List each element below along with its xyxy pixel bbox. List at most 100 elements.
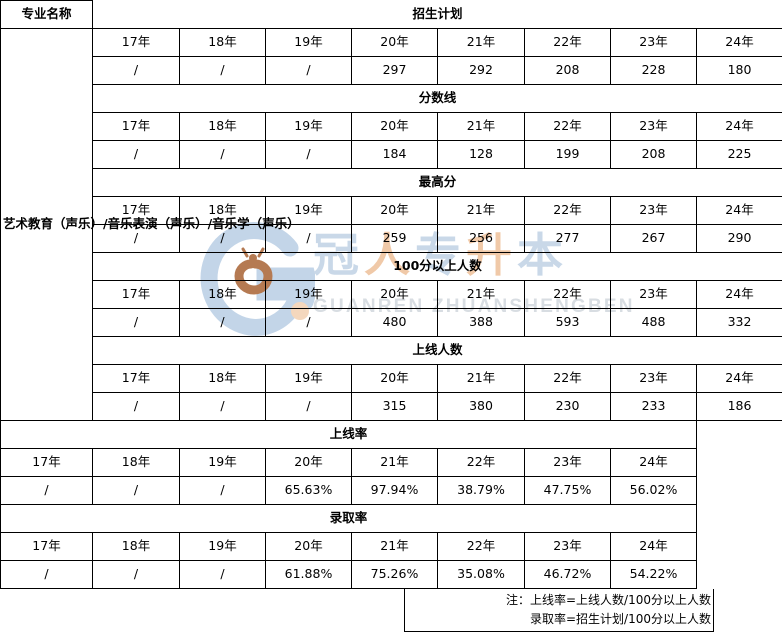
stats-table-container: 专业名称 招生计划 艺术教育（声乐）/音乐表演（声乐）/音乐学（声乐） 17年 … — [0, 0, 782, 589]
data-cell: 259 — [351, 224, 438, 253]
section-title-5: 上线率 — [0, 420, 697, 449]
year-label: 19年 — [265, 28, 352, 57]
data-cell: 225 — [695, 140, 782, 169]
year-label: 21年 — [437, 364, 525, 393]
year-label: 21年 — [437, 280, 525, 309]
table-row: 最高分 — [1, 168, 782, 197]
year-label: 17年 — [92, 112, 180, 141]
year-label: 22年 — [524, 28, 611, 57]
table-row: 上线率 — [0, 420, 782, 449]
data-cell: 277 — [524, 224, 611, 253]
table-row: / / / 315 380 230 233 186 — [1, 392, 782, 421]
data-cell: 297 — [351, 56, 438, 85]
table-row: 分数线 — [1, 84, 782, 113]
data-cell: 186 — [695, 392, 782, 421]
data-cell: 332 — [695, 308, 782, 337]
footnote-line-2: 录取率=招生计划/100分以上人数 — [529, 612, 711, 626]
table-row: 100分以上人数 — [1, 252, 782, 281]
year-label: 21年 — [437, 112, 525, 141]
data-cell: 75.26% — [351, 560, 438, 589]
data-cell: 230 — [524, 392, 611, 421]
table-row: / / / 65.63% 97.94% 38.79% 47.75% 56.02% — [0, 476, 782, 505]
year-label: 20年 — [351, 196, 438, 225]
year-label: 18年 — [179, 28, 266, 57]
data-cell: 228 — [610, 56, 697, 85]
data-cell: 480 — [351, 308, 438, 337]
data-cell: / — [179, 476, 266, 505]
year-label: 18年 — [179, 364, 266, 393]
data-cell: 184 — [351, 140, 438, 169]
data-cell: 128 — [437, 140, 525, 169]
year-label: 20年 — [351, 364, 438, 393]
footnote-line-1: 注：上线率=上线人数/100分以上人数 — [505, 593, 711, 607]
table-row: / / / 297 292 208 228 180 — [1, 56, 782, 85]
data-cell: / — [92, 392, 180, 421]
year-label: 17年 — [92, 28, 180, 57]
major-name-cell: 艺术教育（声乐）/音乐表演（声乐）/音乐学（声乐） — [0, 28, 300, 421]
year-label: 21年 — [437, 196, 525, 225]
year-label: 23年 — [610, 280, 697, 309]
year-label: 24年 — [695, 364, 782, 393]
table-row: 17年 18年 19年 20年 21年 22年 23年 24年 — [1, 112, 782, 141]
data-cell: / — [0, 560, 93, 589]
data-cell: / — [0, 476, 93, 505]
section-title-1: 分数线 — [91, 84, 782, 113]
table-row: 专业名称 招生计划 — [0, 0, 782, 29]
data-cell: / — [265, 56, 352, 85]
table-row: 17年 18年 19年 20年 21年 22年 23年 24年 — [0, 532, 782, 561]
year-label: 21年 — [351, 448, 438, 477]
data-cell: 56.02% — [610, 476, 697, 505]
data-cell: / — [265, 308, 352, 337]
section-title-0: 招生计划 — [91, 0, 782, 29]
year-label: 24年 — [695, 280, 782, 309]
data-cell: / — [179, 560, 266, 589]
year-label: 24年 — [610, 448, 697, 477]
data-cell: 267 — [610, 224, 697, 253]
year-label: 19年 — [265, 112, 352, 141]
year-label: 18年 — [92, 448, 180, 477]
year-label: 20年 — [351, 28, 438, 57]
data-cell: / — [92, 140, 180, 169]
year-label: 23年 — [610, 28, 697, 57]
table-row: 17年 18年 19年 20年 21年 22年 23年 24年 — [1, 196, 782, 225]
data-cell: / — [265, 392, 352, 421]
data-cell: 54.22% — [610, 560, 697, 589]
year-label: 24年 — [695, 196, 782, 225]
year-label: 19年 — [265, 364, 352, 393]
year-label: 23年 — [610, 196, 697, 225]
table-row: / / / 184 128 199 208 225 — [1, 140, 782, 169]
data-cell: 233 — [610, 392, 697, 421]
year-label: 17年 — [92, 364, 180, 393]
year-label: 20年 — [265, 448, 352, 477]
data-cell: / — [179, 56, 266, 85]
data-cell: / — [92, 308, 180, 337]
data-cell: 38.79% — [437, 476, 525, 505]
column-header-major-name: 专业名称 — [0, 0, 93, 29]
data-cell: 199 — [524, 140, 611, 169]
year-label: 24年 — [695, 28, 782, 57]
year-label: 23年 — [610, 112, 697, 141]
data-cell: / — [179, 392, 266, 421]
data-cell: 35.08% — [437, 560, 525, 589]
table-row: / / / 61.88% 75.26% 35.08% 46.72% 54.22% — [0, 560, 782, 589]
table-row: 艺术教育（声乐）/音乐表演（声乐）/音乐学（声乐） 17年 18年 19年 20… — [0, 28, 782, 421]
year-label: 23年 — [610, 364, 697, 393]
year-label: 18年 — [92, 532, 180, 561]
data-cell: / — [265, 140, 352, 169]
year-label: 22年 — [524, 196, 611, 225]
data-cell: 65.63% — [265, 476, 352, 505]
data-cell: 61.88% — [265, 560, 352, 589]
data-cell: / — [92, 560, 180, 589]
year-label: 19年 — [265, 280, 352, 309]
year-label: 22年 — [524, 280, 611, 309]
year-label: 21年 — [351, 532, 438, 561]
data-cell: 488 — [610, 308, 697, 337]
year-label: 22年 — [437, 448, 525, 477]
section-title-4: 上线人数 — [91, 336, 782, 365]
year-label: 23年 — [524, 532, 611, 561]
table-row: 上线人数 — [1, 336, 782, 365]
data-cell: 97.94% — [351, 476, 438, 505]
year-label: 20年 — [351, 112, 438, 141]
data-cell: 180 — [695, 56, 782, 85]
